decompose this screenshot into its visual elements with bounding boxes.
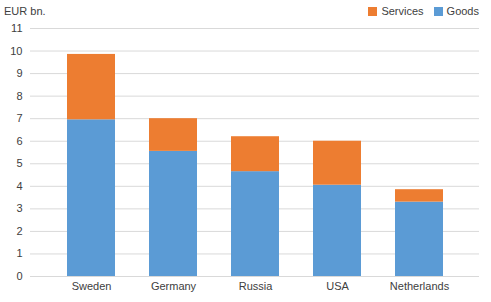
html-text:EUR bn.: EUR bn. xyxy=(4,5,46,17)
svg-text:7: 7 xyxy=(16,112,22,124)
svg-text:Russia: Russia xyxy=(239,280,274,292)
svg-text:1: 1 xyxy=(16,247,22,259)
svg-text:Sweden: Sweden xyxy=(72,280,112,292)
svg-text:4: 4 xyxy=(16,180,22,192)
svg-text:2: 2 xyxy=(16,225,22,237)
html-text:Goods: Goods xyxy=(446,5,479,17)
svg-text:Germany: Germany xyxy=(151,280,197,292)
svg-text:3: 3 xyxy=(16,202,22,214)
svg-text:5: 5 xyxy=(16,157,22,169)
svg-text:0: 0 xyxy=(16,270,22,282)
svg-text:9: 9 xyxy=(16,67,22,79)
svg-text:10: 10 xyxy=(10,45,22,57)
svg-text:11: 11 xyxy=(11,22,22,34)
svg-text:8: 8 xyxy=(16,90,22,102)
svg-text:Netherlands: Netherlands xyxy=(390,280,450,292)
svg-text:6: 6 xyxy=(16,135,22,147)
svg-text:USA: USA xyxy=(326,280,349,292)
html-text:Services: Services xyxy=(381,5,424,17)
